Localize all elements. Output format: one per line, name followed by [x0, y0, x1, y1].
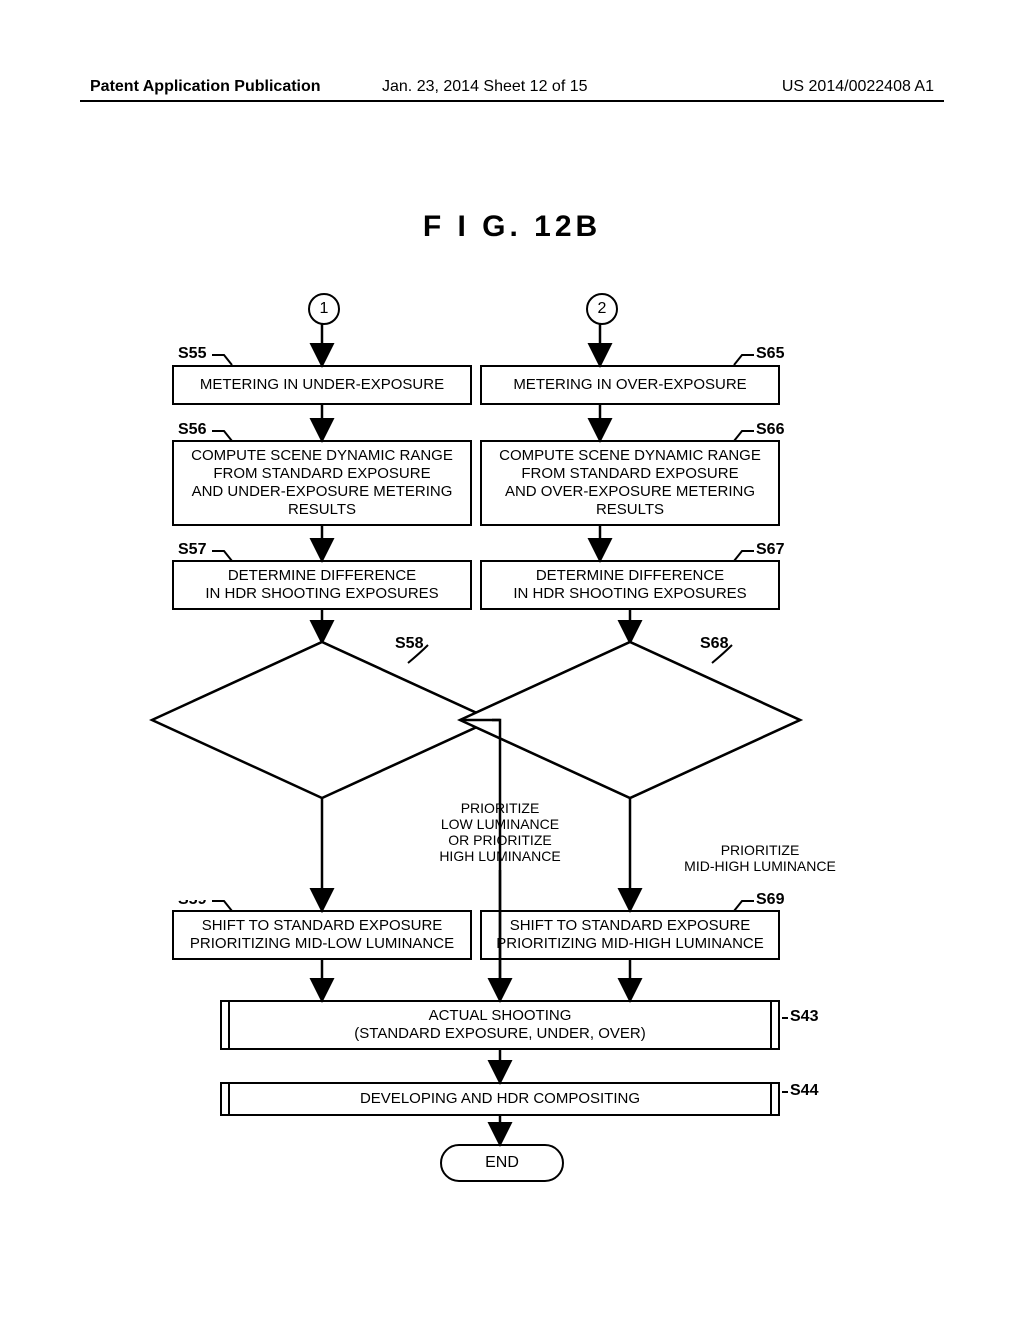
edge-mid-label: PRIORITIZE LOW LUMINANCE OR PRIORITIZE H… — [405, 800, 595, 864]
label-s67: S67 — [756, 541, 784, 559]
label-s57: S57 — [178, 541, 206, 559]
figure-title: F I G. 12B — [0, 210, 1024, 244]
header-sheet: Jan. 23, 2014 Sheet 12 of 15 — [382, 78, 588, 96]
label-s43: S43 — [790, 1008, 818, 1026]
box-s43-inner — [228, 1000, 772, 1050]
connector-1-label: 1 — [320, 300, 329, 318]
box-s65-text: METERING IN OVER-EXPOSURE — [513, 376, 746, 394]
box-s57-text: DETERMINE DIFFERENCE IN HDR SHOOTING EXP… — [205, 567, 438, 603]
box-s67-text: DETERMINE DIFFERENCE IN HDR SHOOTING EXP… — [513, 567, 746, 603]
box-s44-inner — [228, 1082, 772, 1116]
box-s56: COMPUTE SCENE DYNAMIC RANGE FROM STANDAR… — [172, 440, 472, 526]
edge-right-label: PRIORITIZE MID-HIGH LUMINANCE — [660, 842, 860, 874]
box-s66-text: COMPUTE SCENE DYNAMIC RANGE FROM STANDAR… — [499, 447, 761, 519]
box-s56-text: COMPUTE SCENE DYNAMIC RANGE FROM STANDAR… — [191, 447, 453, 519]
flow-overlay — [0, 0, 1024, 1320]
diamond-s68-text: PRIORITIZE HIGH LUMINANCE? OR PRIORITIZE… — [540, 683, 720, 747]
header-publication: Patent Application Publication — [90, 78, 321, 96]
label-s66: S66 — [756, 421, 784, 439]
box-s65: METERING IN OVER-EXPOSURE — [480, 365, 780, 405]
label-s59: S59 — [178, 891, 206, 909]
connector-2-label: 2 — [598, 300, 607, 318]
box-s69-text: SHIFT TO STANDARD EXPOSURE PRIORITIZING … — [496, 917, 764, 953]
label-s65: S65 — [756, 345, 784, 363]
box-s67: DETERMINE DIFFERENCE IN HDR SHOOTING EXP… — [480, 560, 780, 610]
box-s57: DETERMINE DIFFERENCE IN HDR SHOOTING EXP… — [172, 560, 472, 610]
label-s58: S58 — [395, 635, 423, 653]
header-docnum: US 2014/0022408 A1 — [782, 78, 934, 96]
box-s55: METERING IN UNDER-EXPOSURE — [172, 365, 472, 405]
edge-left-label: PRIORITIZE MID-LOW LUMINANCE — [120, 842, 300, 874]
label-s44: S44 — [790, 1082, 818, 1100]
connector-2: 2 — [586, 293, 618, 325]
box-s59: SHIFT TO STANDARD EXPOSURE PRIORITIZING … — [172, 910, 472, 960]
label-s56: S56 — [178, 421, 206, 439]
terminator-end: END — [440, 1144, 564, 1182]
box-s59-text: SHIFT TO STANDARD EXPOSURE PRIORITIZING … — [190, 917, 454, 953]
label-s55: S55 — [178, 345, 206, 363]
terminator-end-text: END — [485, 1154, 519, 1172]
label-s68: S68 — [700, 635, 728, 653]
box-s66: COMPUTE SCENE DYNAMIC RANGE FROM STANDAR… — [480, 440, 780, 526]
box-s69: SHIFT TO STANDARD EXPOSURE PRIORITIZING … — [480, 910, 780, 960]
label-s69: S69 — [756, 891, 784, 909]
header-rule — [80, 100, 944, 102]
connector-1: 1 — [308, 293, 340, 325]
box-s55-text: METERING IN UNDER-EXPOSURE — [200, 376, 444, 394]
diamond-s58-text: PRIORITIZE LOW LUMINANCE? OR PRIORITIZE … — [232, 683, 412, 747]
